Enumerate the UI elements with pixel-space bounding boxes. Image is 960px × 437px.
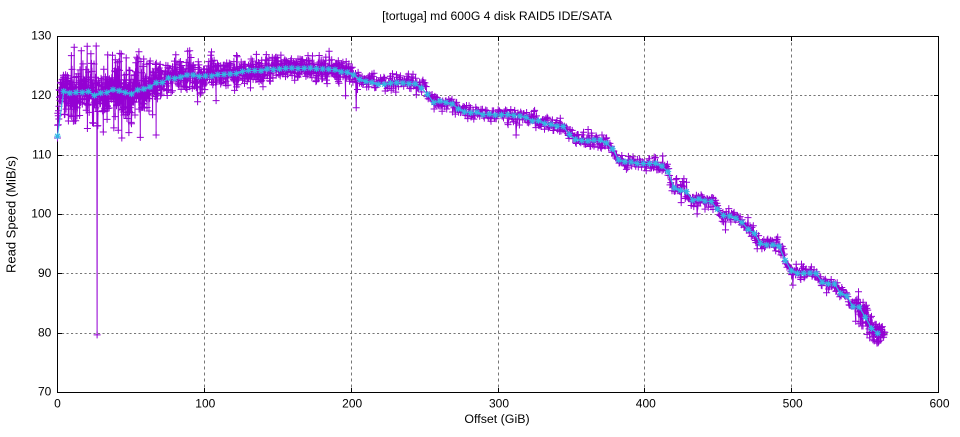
svg-text:90: 90 [38,266,52,280]
svg-text:Read Speed (MiB/s): Read Speed (MiB/s) [4,156,19,273]
svg-text:110: 110 [32,147,51,161]
svg-text:[tortuga] md 600G 4 disk RAID5: [tortuga] md 600G 4 disk RAID5 IDE/SATA [382,9,613,23]
svg-text:600: 600 [929,397,949,411]
svg-text:100: 100 [195,397,215,411]
svg-text:80: 80 [38,325,52,339]
svg-text:70: 70 [38,385,52,399]
svg-text:0: 0 [54,397,61,411]
svg-text:300: 300 [489,397,509,411]
svg-text:100: 100 [31,207,51,221]
svg-text:200: 200 [342,397,362,411]
svg-text:500: 500 [783,397,803,411]
svg-text:120: 120 [31,88,51,102]
svg-text:400: 400 [636,397,656,411]
svg-text:130: 130 [31,29,51,43]
svg-text:Offset (GiB): Offset (GiB) [464,412,529,426]
